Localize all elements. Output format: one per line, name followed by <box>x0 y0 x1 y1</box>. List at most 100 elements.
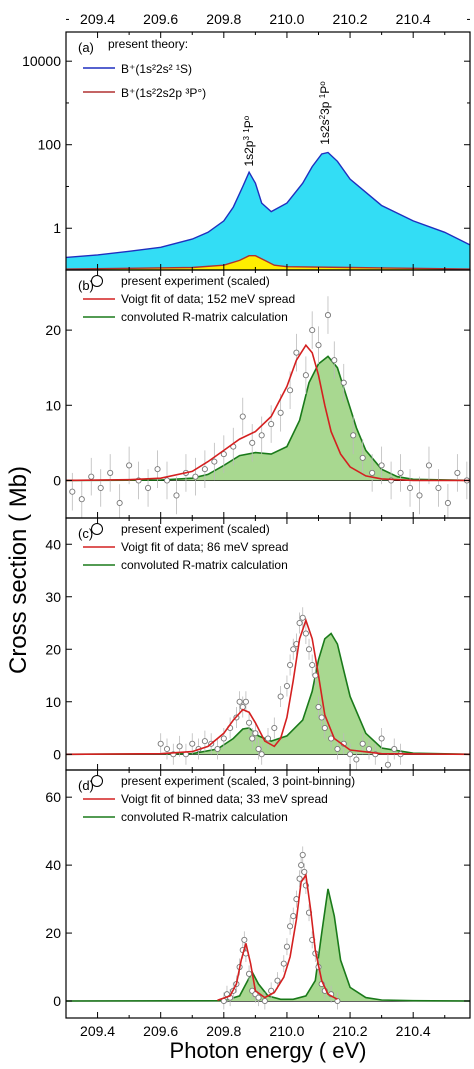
data-point <box>261 997 268 1005</box>
data-point <box>350 432 357 439</box>
fit-line <box>66 343 470 482</box>
calc-fill <box>66 356 470 481</box>
x-tick-label-top: 210.0 <box>269 11 304 27</box>
data-point <box>302 630 309 637</box>
data-point <box>425 462 433 469</box>
data-point <box>302 372 309 379</box>
data-point <box>299 614 306 621</box>
y-tick-label: 0 <box>53 472 61 488</box>
data-point <box>296 875 303 882</box>
data-point <box>211 458 218 465</box>
data-point <box>290 913 297 920</box>
peak-annotation: 1s2s23p 1Po <box>317 81 332 145</box>
data-point <box>365 745 373 753</box>
data-point <box>416 492 423 499</box>
legend-marker <box>91 275 103 287</box>
data-point <box>378 462 385 469</box>
legend-entry: B⁺(1s²2s2p ³P°) <box>121 86 206 100</box>
data-point <box>69 488 76 495</box>
y-tick-label: 0 <box>53 746 61 762</box>
series-fill-2 <box>66 255 470 270</box>
data-point <box>214 745 221 753</box>
calc-fill <box>66 888 470 1002</box>
data-point <box>287 661 294 669</box>
legend-entry: Voigt fit of data; 86 meV spread <box>121 540 288 554</box>
data-point <box>301 868 308 875</box>
data-point <box>249 439 256 446</box>
data-point <box>241 936 248 943</box>
series-fill-1 <box>66 152 470 270</box>
data-point <box>454 469 461 476</box>
plot-area-b <box>66 296 470 518</box>
panel-label-a: (a) <box>78 40 94 55</box>
x-tick-label-top: 209.6 <box>143 11 178 27</box>
legend-marker <box>91 523 103 535</box>
data-point <box>359 740 366 747</box>
data-point <box>258 432 265 439</box>
data-point <box>359 454 366 461</box>
data-point <box>324 312 332 319</box>
panel-d: 209.4 209.6 209.8 210.0 210.2 210.4 0 20 40 60 (d)… <box>45 769 471 1039</box>
data-point <box>283 943 290 950</box>
x-tick-label-top: 209.4 <box>80 11 115 27</box>
data-point <box>116 499 123 507</box>
data-point <box>157 740 164 747</box>
y-tick-label: 10 <box>45 694 61 710</box>
y-tick-label: 20 <box>45 925 61 941</box>
data-point <box>283 682 290 690</box>
x-tick-label: 209.4 <box>80 1023 115 1039</box>
y-tick-label: 40 <box>45 536 61 552</box>
y-tick-label: 10 <box>45 397 61 413</box>
data-point <box>173 492 180 499</box>
y-tick-label: 60 <box>45 789 61 805</box>
legend-entry: convoluted R-matrix calculation <box>121 558 288 572</box>
panel-label-d: (d) <box>78 778 94 793</box>
data-point <box>353 756 360 763</box>
y-tick-label: 20 <box>45 641 61 657</box>
data-point <box>236 698 243 705</box>
data-point <box>293 349 300 356</box>
annotation-part: 1 <box>242 128 251 133</box>
fit-line <box>66 617 470 756</box>
data-point <box>331 357 338 364</box>
data-point <box>347 751 354 758</box>
legend-marker <box>91 775 103 787</box>
data-point <box>126 462 133 469</box>
panel-label-c: (c) <box>78 526 93 541</box>
data-point <box>239 413 246 420</box>
panel-frame-d <box>65 769 471 1019</box>
series-line-1 <box>66 151 470 259</box>
panel-c: 0 10 20 30 40 (c) present experiment (scaled) V… <box>45 517 471 771</box>
data-point <box>334 745 341 753</box>
data-point <box>242 698 249 705</box>
legend-entry: Voigt fit of binned data; 33 meV spread <box>121 792 328 806</box>
x-tick-label: 209.8 <box>206 1023 241 1039</box>
data-point <box>312 672 319 679</box>
data-point <box>309 661 316 669</box>
calc-line <box>66 888 470 1002</box>
legend-title: present theory: <box>108 37 188 51</box>
annotation-part: 1 <box>317 93 326 98</box>
data-point <box>189 740 196 747</box>
calc-line <box>66 632 470 756</box>
annotation-part: 2 <box>317 114 326 119</box>
y-tick-label: 1 <box>53 220 61 236</box>
peak-annotation: 1s2p3 1Po <box>242 115 257 166</box>
panel-a: 209.4 209.6 209.8 210.0 210.2 210.4 1 100 10000 (… <box>22 11 471 271</box>
x-tick-label-top: 210.2 <box>333 11 368 27</box>
data-point <box>249 735 256 742</box>
panel-b: 0 10 20 (b) present experiment (scaled) Voigt… <box>45 269 471 519</box>
x-axis-label: Photon energy ( eV) <box>170 1038 367 1063</box>
data-point <box>258 751 265 758</box>
data-point <box>252 730 259 737</box>
annotation-part: 1s2p <box>242 140 256 166</box>
plot-area-d <box>66 846 470 1010</box>
panel-label-b: (b) <box>78 278 94 293</box>
data-point <box>391 745 398 753</box>
legend-entry: present experiment (scaled) <box>121 274 270 288</box>
data-point <box>220 451 227 458</box>
y-tick-label: 20 <box>45 322 61 338</box>
plot-area-c <box>66 607 470 770</box>
data-point <box>299 851 306 858</box>
